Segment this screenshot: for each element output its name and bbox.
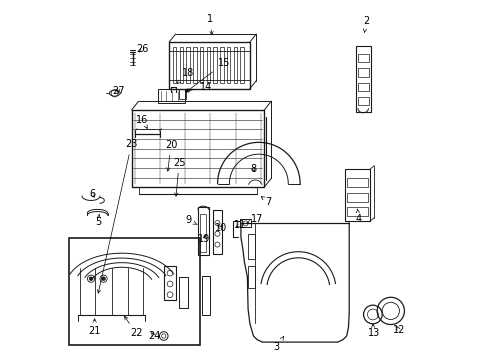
Text: 23: 23 bbox=[97, 139, 138, 293]
Text: 14: 14 bbox=[185, 82, 212, 92]
Text: 8: 8 bbox=[250, 163, 256, 174]
Bar bbox=[357, 83, 368, 91]
Bar bbox=[220, 47, 224, 83]
Text: 20: 20 bbox=[164, 140, 177, 171]
Text: 1: 1 bbox=[207, 14, 213, 35]
Text: 9: 9 bbox=[185, 215, 197, 225]
Bar bbox=[357, 54, 368, 62]
Text: 6: 6 bbox=[89, 189, 95, 199]
Text: 24: 24 bbox=[148, 331, 160, 341]
Text: 11: 11 bbox=[234, 220, 246, 230]
Text: 27: 27 bbox=[112, 86, 124, 96]
Text: 13: 13 bbox=[366, 324, 379, 338]
Bar bbox=[198, 207, 208, 255]
Bar bbox=[179, 89, 185, 99]
Text: 26: 26 bbox=[136, 44, 148, 54]
Bar bbox=[240, 220, 250, 227]
Bar bbox=[179, 277, 188, 307]
Bar bbox=[172, 47, 176, 83]
Bar bbox=[240, 47, 244, 83]
Text: 21: 21 bbox=[88, 319, 101, 336]
Bar bbox=[226, 47, 230, 83]
Text: 17: 17 bbox=[246, 215, 263, 224]
Bar bbox=[200, 214, 206, 252]
Bar bbox=[212, 211, 222, 253]
Bar bbox=[355, 45, 370, 112]
Text: 3: 3 bbox=[273, 337, 283, 352]
Bar bbox=[179, 47, 183, 83]
Bar bbox=[213, 47, 217, 83]
Bar bbox=[158, 89, 184, 103]
Bar bbox=[357, 68, 368, 77]
Bar bbox=[346, 193, 367, 202]
Circle shape bbox=[102, 277, 105, 280]
Bar bbox=[200, 47, 203, 83]
Text: 19: 19 bbox=[198, 234, 210, 244]
Bar bbox=[233, 47, 237, 83]
Bar bbox=[69, 238, 200, 345]
Bar bbox=[346, 178, 367, 187]
Bar bbox=[206, 47, 210, 83]
Bar bbox=[131, 110, 264, 187]
Bar bbox=[193, 47, 196, 83]
Text: 15: 15 bbox=[186, 58, 229, 92]
Text: 10: 10 bbox=[215, 224, 227, 233]
Text: 22: 22 bbox=[124, 316, 142, 338]
Text: 5: 5 bbox=[95, 215, 101, 227]
Text: 4: 4 bbox=[355, 209, 361, 224]
Text: 7: 7 bbox=[261, 197, 271, 207]
Bar bbox=[247, 266, 254, 288]
Bar bbox=[202, 276, 210, 315]
Bar bbox=[344, 169, 369, 221]
Bar bbox=[247, 234, 254, 259]
Text: 18: 18 bbox=[177, 68, 194, 84]
Bar bbox=[346, 207, 367, 216]
Text: 2: 2 bbox=[363, 17, 369, 32]
Text: 12: 12 bbox=[392, 325, 404, 335]
Bar bbox=[163, 266, 176, 300]
Text: 25: 25 bbox=[173, 158, 185, 196]
Bar bbox=[169, 42, 249, 89]
Text: 16: 16 bbox=[136, 115, 148, 129]
Bar bbox=[186, 47, 190, 83]
Circle shape bbox=[89, 277, 93, 280]
Bar bbox=[357, 97, 368, 105]
